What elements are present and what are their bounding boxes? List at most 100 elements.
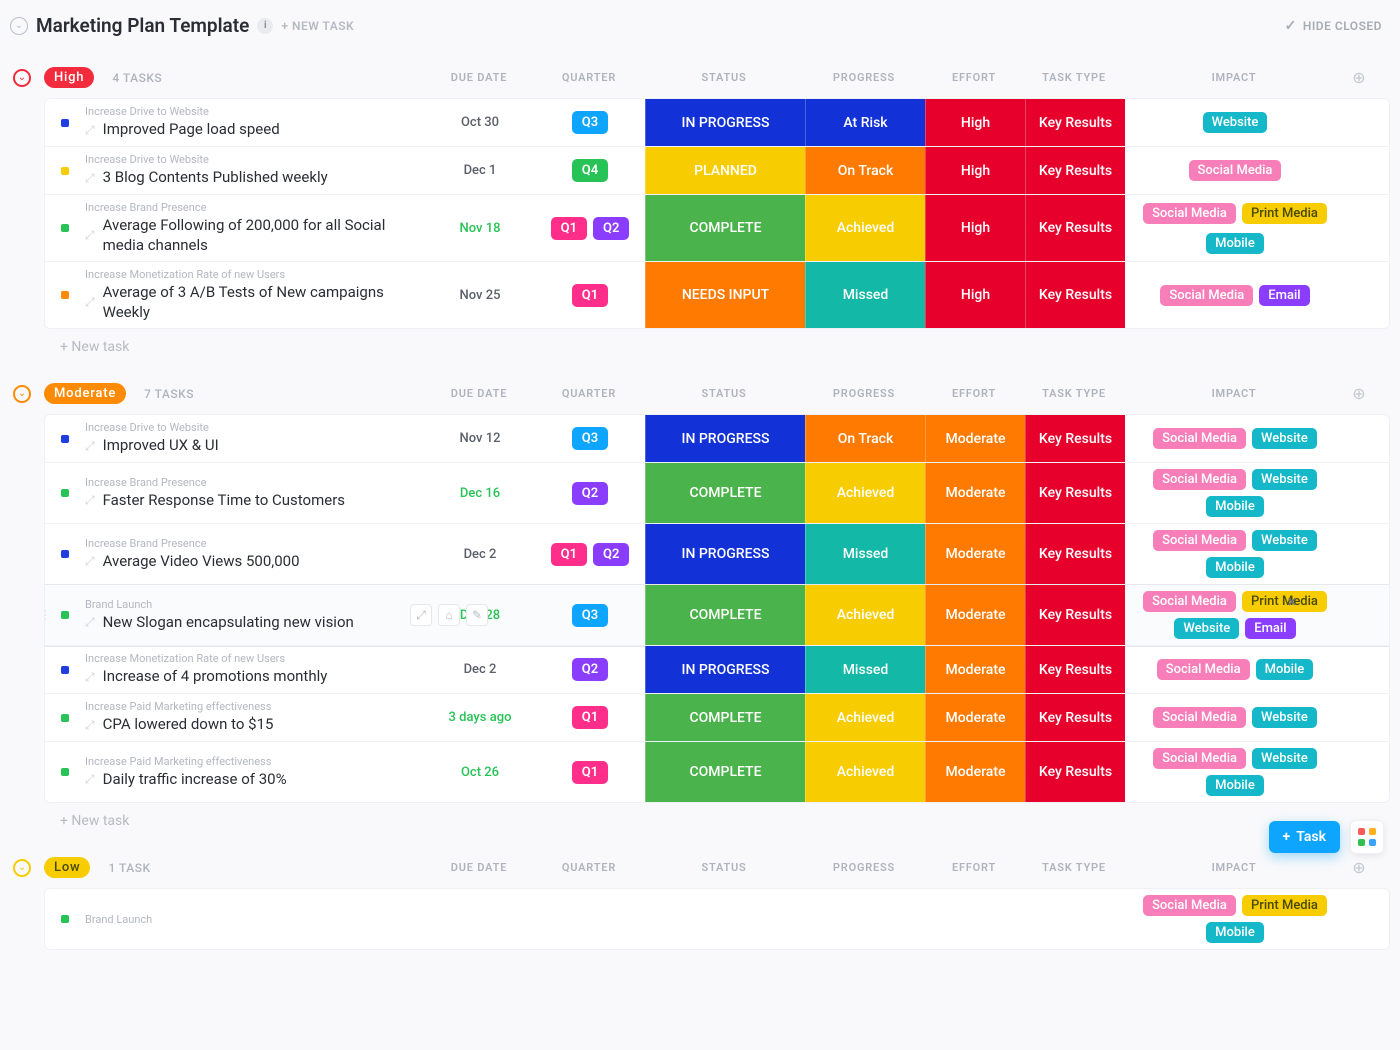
impact-tag[interactable]: Mobile	[1256, 659, 1314, 680]
quarter-pill[interactable]: Q1	[551, 217, 587, 240]
impact-cell[interactable]: Social MediaWebsiteMobile	[1125, 524, 1345, 584]
quarter-pill[interactable]: Q3	[572, 604, 608, 627]
cell-high[interactable]: High	[925, 195, 1025, 261]
cell-achieved[interactable]: Achieved	[805, 463, 925, 523]
impact-cell[interactable]: Social MediaPrint MediaMobile	[1125, 195, 1345, 261]
task-parent-label[interactable]: Brand Launch	[85, 913, 417, 926]
task-title[interactable]: Increase of 4 promotions monthly	[103, 667, 328, 687]
impact-tag[interactable]: Website	[1252, 707, 1317, 728]
cell-empty[interactable]	[645, 889, 805, 949]
cell-achieved[interactable]: Achieved	[805, 585, 925, 645]
cell-empty[interactable]	[805, 889, 925, 949]
task-row[interactable]: Increase Brand Presence ⤢ Average Follow…	[45, 195, 1389, 262]
impact-tag[interactable]: Website	[1174, 618, 1239, 639]
add-column-button[interactable]: ⊕	[1344, 384, 1374, 403]
priority-chip[interactable]: High	[44, 67, 94, 88]
group-toggle[interactable]: ⌄	[0, 385, 44, 403]
cell-in progress[interactable]: IN PROGRESS	[645, 415, 805, 462]
cell-missed[interactable]: Missed	[805, 262, 925, 328]
hide-closed-button[interactable]: ✓ HIDE CLOSED	[1285, 18, 1382, 34]
cell-missed[interactable]: Missed	[805, 524, 925, 584]
impact-tag[interactable]: Email	[1245, 618, 1295, 639]
impact-tag[interactable]: Social Media	[1143, 895, 1236, 916]
cell-complete[interactable]: COMPLETE	[645, 742, 805, 802]
cell-moderate[interactable]: Moderate	[925, 463, 1025, 523]
expand-task-icon[interactable]: ⤢	[85, 554, 95, 569]
quarter-pill[interactable]: Q2	[572, 658, 608, 681]
expand-task-icon[interactable]: ⤢	[85, 171, 95, 186]
cell-empty[interactable]	[1025, 889, 1125, 949]
due-date-cell[interactable]	[425, 889, 535, 949]
impact-tag[interactable]: Social Media	[1153, 707, 1246, 728]
quarter-pill[interactable]: Q2	[572, 482, 608, 505]
expand-task-icon[interactable]: ⤢	[85, 493, 95, 508]
task-title[interactable]: Faster Response Time to Customers	[103, 491, 345, 511]
task-title[interactable]: CPA lowered down to $15	[103, 715, 274, 735]
fab-apps-button[interactable]	[1350, 820, 1384, 854]
expand-task-icon[interactable]: ⤢	[85, 615, 95, 630]
impact-tag[interactable]: Website	[1203, 112, 1268, 133]
cell-key results[interactable]: Key Results	[1025, 262, 1125, 328]
cell-complete[interactable]: COMPLETE	[645, 195, 805, 261]
cell-key results[interactable]: Key Results	[1025, 742, 1125, 802]
quarter-pill[interactable]: Q3	[572, 111, 608, 134]
new-task-header-button[interactable]: + NEW TASK	[281, 19, 354, 33]
task-title[interactable]: Improved Page load speed	[103, 120, 280, 140]
impact-tag[interactable]: Social Media	[1157, 659, 1250, 680]
impact-cell[interactable]: Social Media	[1125, 147, 1345, 194]
due-date-cell[interactable]: Dec 2	[425, 646, 535, 693]
quarter-cell[interactable]: Q2	[535, 463, 645, 523]
impact-cell[interactable]: Social Media Mobile	[1125, 646, 1345, 693]
quarter-cell[interactable]: Q3	[535, 585, 645, 645]
impact-tag[interactable]: Print Media	[1242, 203, 1327, 224]
cell-complete[interactable]: COMPLETE	[645, 463, 805, 523]
due-date-cell[interactable]: Oct 26	[425, 742, 535, 802]
info-icon[interactable]: i	[257, 18, 273, 34]
quarter-cell[interactable]: Q1	[535, 262, 645, 328]
expand-task-icon[interactable]: ⤢	[85, 123, 95, 138]
quarter-cell[interactable]: Q4	[535, 147, 645, 194]
row-select-handle[interactable]: ⋮⋮	[44, 608, 49, 622]
cell-moderate[interactable]: Moderate	[925, 524, 1025, 584]
cell-in progress[interactable]: IN PROGRESS	[645, 646, 805, 693]
task-row[interactable]: Increase Monetization Rate of new Users …	[45, 646, 1389, 694]
due-date-cell[interactable]: Oct 30	[425, 99, 535, 146]
quarter-cell[interactable]: Q1	[535, 742, 645, 802]
quarter-cell[interactable]: Q1	[535, 694, 645, 741]
impact-tag[interactable]: Mobile	[1206, 496, 1264, 517]
impact-tag[interactable]: Mobile	[1206, 922, 1264, 943]
task-title[interactable]: Daily traffic increase of 30%	[103, 770, 287, 790]
cell-high[interactable]: High	[925, 147, 1025, 194]
impact-tag[interactable]: Website	[1252, 530, 1317, 551]
cell-key results[interactable]: Key Results	[1025, 694, 1125, 741]
impact-tag[interactable]: Print Media	[1242, 591, 1327, 612]
cell-on track[interactable]: On Track	[805, 147, 925, 194]
cell-complete[interactable]: COMPLETE	[645, 694, 805, 741]
impact-cell[interactable]: Social MediaPrint MediaWebsiteEmail✕	[1125, 585, 1345, 645]
impact-cell[interactable]: Social MediaPrint MediaMobile	[1125, 889, 1345, 949]
task-parent-label[interactable]: Increase Brand Presence	[85, 476, 417, 489]
impact-cell[interactable]: Social Media Website	[1125, 415, 1345, 462]
task-row[interactable]: Increase Drive to Website ⤢ 3 Blog Conte…	[45, 147, 1389, 195]
due-date-cell[interactable]: Nov 12	[425, 415, 535, 462]
expand-task-icon[interactable]: ⤢	[85, 439, 95, 454]
expand-task-icon[interactable]: ⤢	[85, 718, 95, 733]
task-parent-label[interactable]: Increase Drive to Website	[85, 153, 417, 166]
cell-in progress[interactable]: IN PROGRESS	[645, 99, 805, 146]
impact-cell[interactable]: Website	[1125, 99, 1345, 146]
cell-key results[interactable]: Key Results	[1025, 585, 1125, 645]
quarter-pill[interactable]: Q2	[593, 217, 629, 240]
expand-task-icon[interactable]: ⤢	[85, 772, 95, 787]
task-parent-label[interactable]: Increase Drive to Website	[85, 421, 417, 434]
impact-tag[interactable]: Mobile	[1206, 557, 1264, 578]
impact-tag[interactable]: Social Media	[1153, 428, 1246, 449]
impact-tag[interactable]: Social Media	[1160, 285, 1253, 306]
quarter-pill[interactable]: Q1	[572, 706, 608, 729]
impact-tag[interactable]: Website	[1252, 428, 1317, 449]
collapse-all-icon[interactable]: ⌄	[10, 17, 28, 35]
quarter-pill[interactable]: Q1	[572, 284, 608, 307]
task-parent-label[interactable]: Increase Brand Presence	[85, 201, 417, 214]
cell-key results[interactable]: Key Results	[1025, 524, 1125, 584]
impact-tag[interactable]: Social Media	[1143, 591, 1236, 612]
cell-key results[interactable]: Key Results	[1025, 147, 1125, 194]
